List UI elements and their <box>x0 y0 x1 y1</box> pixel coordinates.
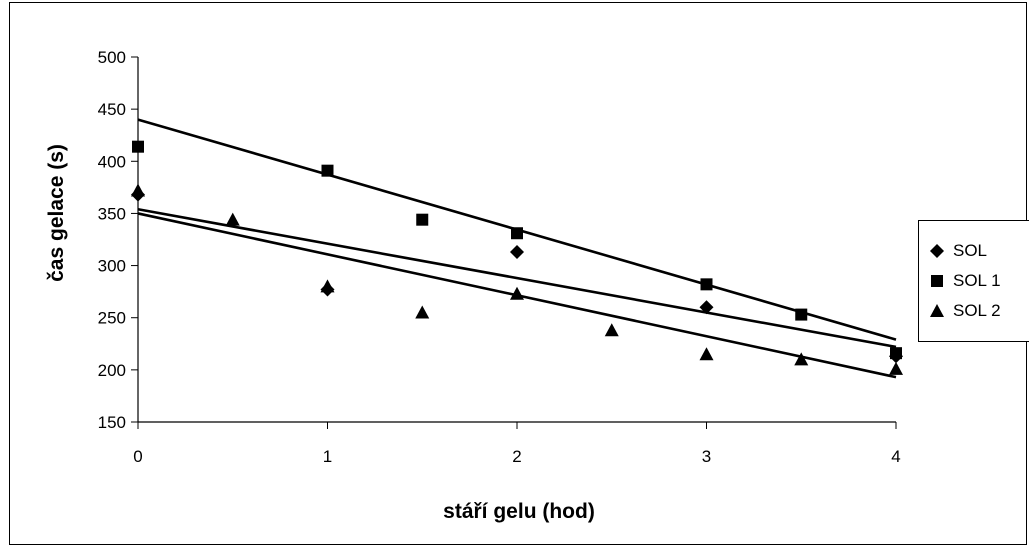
y-tick-label: 150 <box>98 413 126 432</box>
y-tick-label: 450 <box>98 100 126 119</box>
legend-item-sol-1: SOL 1 <box>929 269 1001 293</box>
y-tick-label: 200 <box>98 361 126 380</box>
x-tick-label: 2 <box>512 447 521 466</box>
y-tick-label: 350 <box>98 204 126 223</box>
legend-label-sol-2: SOL 2 <box>953 301 1001 320</box>
data-point-sol-2 <box>510 286 524 300</box>
data-point-sol-1 <box>700 278 713 291</box>
data-point-sol-2 <box>889 361 903 375</box>
y-tick-label: 300 <box>98 257 126 276</box>
data-point-sol <box>510 245 524 260</box>
diamond-marker-icon <box>930 244 944 258</box>
data-point-sol-2 <box>699 347 714 361</box>
square-marker-icon <box>931 275 943 287</box>
data-point-sol-2 <box>415 305 430 319</box>
legend-item-sol-2: SOL 2 <box>929 299 1001 323</box>
data-point-sol-1 <box>795 308 808 321</box>
data-point-sol-2 <box>225 212 240 226</box>
legend-label-sol: SOL <box>953 241 988 260</box>
triangle-marker-icon <box>930 304 944 317</box>
x-tick-label: 1 <box>323 447 332 466</box>
legend: SOL SOL 1 SOL 2 <box>918 220 1029 342</box>
data-point-sol-1 <box>416 213 429 226</box>
y-axis-title: čas gelace (s) <box>45 144 68 282</box>
data-point-sol-1 <box>132 140 144 153</box>
legend-item-sol: SOL <box>929 239 987 263</box>
legend-label-sol-1: SOL 1 <box>953 271 1001 290</box>
data-point-sol-1 <box>511 227 523 240</box>
x-tick-label: 4 <box>891 447 900 466</box>
x-tick-label: 0 <box>133 447 142 466</box>
data-point-sol <box>699 300 714 315</box>
y-tick-label: 250 <box>98 309 126 328</box>
y-tick-label: 500 <box>98 48 126 67</box>
x-axis-title: stáří gelu (hod) <box>443 500 595 523</box>
data-point-sol-2 <box>320 279 335 293</box>
x-tick-label: 3 <box>702 447 711 466</box>
y-tick-label: 400 <box>98 152 126 171</box>
data-point-sol-1 <box>890 347 902 360</box>
trendline-sol <box>137 207 897 349</box>
data-point-sol-2 <box>794 352 809 366</box>
data-point-sol-2 <box>604 323 619 337</box>
data-point-sol-1 <box>321 164 334 177</box>
data-point-sol-2 <box>131 183 145 197</box>
